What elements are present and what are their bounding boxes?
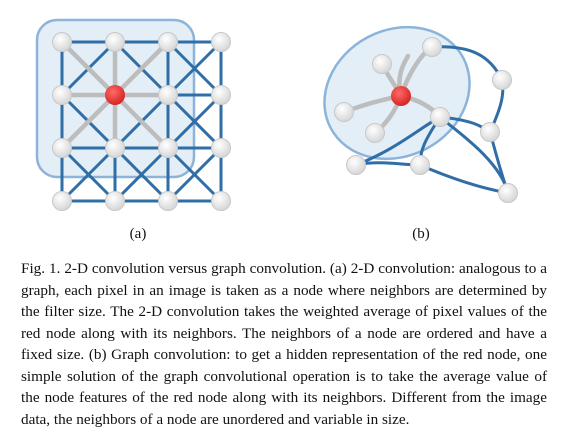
- filter-edge: [60, 93, 117, 150]
- figure-caption: Fig. 1. 2-D convolution versus graph con…: [21, 260, 547, 428]
- graph-node: [422, 37, 442, 57]
- grid-edge-diagonal: [113, 146, 170, 203]
- graph-node: [492, 70, 512, 90]
- grid-node: [52, 191, 72, 211]
- filter-edge: [113, 93, 170, 150]
- graph-node: [430, 107, 450, 127]
- graph-node: [346, 155, 366, 175]
- grid-node: [52, 85, 72, 105]
- filter-edge: [113, 40, 170, 97]
- panel-a-grid-convolution: [35, 18, 231, 211]
- graph-node: [372, 54, 392, 74]
- grid-node: [52, 32, 72, 52]
- grid-edge-diagonal: [60, 146, 117, 203]
- grid-edge-diagonal: [166, 40, 223, 97]
- panel-a-label: (a): [129, 226, 147, 242]
- grid-node: [105, 138, 125, 158]
- grid-node: [158, 138, 178, 158]
- grid-edge-diagonal: [166, 146, 223, 203]
- graph-center-node-red: [391, 86, 411, 106]
- grid-node: [158, 191, 178, 211]
- graph-node: [480, 122, 500, 142]
- panel-b-label: (b): [412, 226, 430, 242]
- panel-b-graph-convolution: [323, 25, 518, 203]
- figure-illustration: [35, 18, 518, 211]
- graph-node: [334, 102, 354, 122]
- grid-node: [105, 191, 125, 211]
- grid-node: [211, 85, 231, 105]
- grid-node: [211, 138, 231, 158]
- graph-node: [410, 155, 430, 175]
- graph-nodes: [334, 37, 518, 203]
- graph-node: [498, 183, 518, 203]
- grid-nodes: [52, 32, 231, 211]
- grid-node: [158, 85, 178, 105]
- grid-node: [105, 32, 125, 52]
- grid-edge-diagonal: [166, 93, 223, 150]
- grid-node: [211, 191, 231, 211]
- grid-node: [158, 32, 178, 52]
- grid-node: [52, 138, 72, 158]
- grid-center-node-red: [105, 85, 125, 105]
- graph-node: [365, 123, 385, 143]
- filter-edge: [60, 40, 117, 97]
- grid-node: [211, 32, 231, 52]
